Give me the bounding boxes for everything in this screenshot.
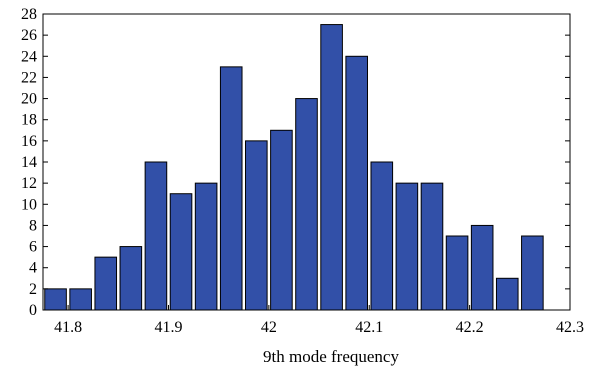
y-tick-label: 14 — [21, 154, 37, 171]
y-tick-label: 4 — [29, 260, 37, 277]
y-tick-label: 8 — [29, 217, 37, 234]
bar-17 — [470, 224, 494, 311]
bar-11 — [320, 24, 343, 311]
y-tick-label: 2 — [29, 281, 37, 298]
y-tick-label: 18 — [21, 112, 37, 129]
x-tick-label: 41.9 — [154, 319, 182, 336]
bar-5 — [169, 193, 193, 311]
bars-group — [44, 24, 544, 311]
y-tick-label: 28 — [21, 6, 37, 23]
y-tick-label: 6 — [29, 239, 37, 256]
x-tick-label: 41.8 — [54, 319, 82, 336]
y-tick-label: 0 — [29, 302, 37, 319]
bar-19 — [521, 235, 544, 311]
plot-frame — [42, 13, 571, 311]
bar-18 — [495, 277, 519, 311]
bar-9 — [270, 129, 293, 311]
y-tick-label: 26 — [21, 27, 37, 44]
x-axis-title: 9th mode frequency — [263, 347, 399, 366]
y-tick-label: 24 — [21, 48, 37, 65]
x-tick-label: 42.1 — [355, 319, 383, 336]
y-tick-label: 12 — [21, 175, 37, 192]
bar-16 — [445, 235, 469, 311]
bar-8 — [245, 140, 268, 311]
bar-4 — [144, 161, 168, 311]
bar-13 — [370, 161, 394, 311]
y-tick-label: 20 — [21, 91, 37, 108]
bar-7 — [219, 66, 243, 311]
bar-2 — [94, 256, 118, 311]
bar-3 — [119, 246, 143, 311]
y-tick-label: 16 — [21, 133, 37, 150]
x-tick-label: 42.3 — [556, 319, 584, 336]
bar-15 — [420, 182, 444, 311]
bar-14 — [395, 182, 419, 311]
bar-6 — [194, 182, 218, 311]
y-tick-label: 10 — [21, 196, 37, 213]
bar-0 — [44, 288, 67, 311]
x-tick-label: 42 — [261, 319, 277, 336]
bar-1 — [69, 288, 92, 311]
bar-12 — [345, 55, 368, 311]
x-axis: 41.8 41.9 42 42.1 42.2 42.3 — [54, 305, 584, 336]
bar-10 — [295, 98, 318, 311]
x-tick-label: 42.2 — [456, 319, 484, 336]
y-tick-label: 22 — [21, 69, 37, 86]
